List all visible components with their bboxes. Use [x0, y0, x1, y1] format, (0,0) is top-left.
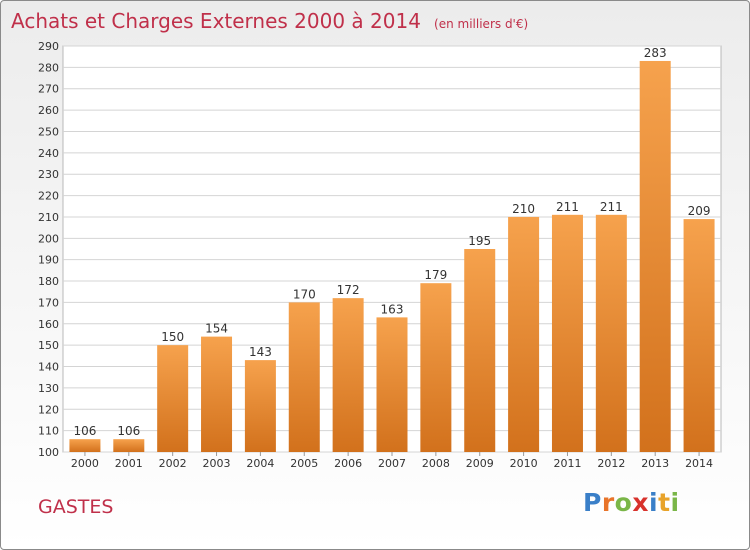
proxiti-logo[interactable]: Proxiti — [583, 488, 680, 517]
y-tick-label: 120 — [38, 403, 59, 416]
bar-2013 — [639, 60, 671, 453]
logo-letter: i — [649, 488, 659, 517]
bar-2009 — [464, 249, 496, 452]
y-tick-label: 240 — [38, 147, 59, 160]
y-tick-label: 110 — [38, 425, 59, 438]
y-tick-label: 150 — [38, 339, 59, 352]
bar-2002 — [157, 345, 189, 452]
bar-2007 — [376, 317, 408, 452]
logo-letter: o — [614, 488, 633, 517]
x-tick-label: 2011 — [553, 457, 581, 470]
x-tick-label: 2013 — [641, 457, 669, 470]
y-tick-label: 210 — [38, 211, 59, 224]
x-tick-label: 2009 — [466, 457, 494, 470]
bar-2005 — [288, 302, 320, 452]
data-label-2005: 170 — [293, 287, 316, 301]
chart-title: Achats et Charges Externes 2000 à 2014 — [11, 9, 421, 33]
y-tick-label: 270 — [38, 83, 59, 96]
bar-2003 — [201, 336, 233, 452]
data-label-2012: 211 — [600, 200, 623, 214]
x-tick-label: 2012 — [597, 457, 625, 470]
bar-2000 — [69, 439, 101, 452]
y-tick-label: 100 — [38, 446, 59, 459]
data-label-2013: 283 — [644, 46, 667, 60]
y-tick-label: 160 — [38, 318, 59, 331]
x-tick-label: 2007 — [378, 457, 406, 470]
x-tick-label: 2002 — [159, 457, 187, 470]
x-tick-label: 2006 — [334, 457, 362, 470]
x-tick-label: 2001 — [115, 457, 143, 470]
bar-2006 — [332, 298, 364, 452]
x-tick-label: 2004 — [246, 457, 274, 470]
bar-2008 — [420, 283, 452, 452]
x-tick-label: 2003 — [203, 457, 231, 470]
y-tick-label: 180 — [38, 275, 59, 288]
y-tick-label: 260 — [38, 104, 59, 117]
location-name: GASTES — [38, 496, 114, 518]
bar-2004 — [244, 360, 276, 452]
data-label-2004: 143 — [249, 345, 272, 359]
y-tick-label: 190 — [38, 254, 59, 267]
x-tick-label: 2000 — [71, 457, 99, 470]
bar-2014 — [683, 219, 715, 452]
bars — [69, 60, 715, 453]
y-tick-label: 290 — [38, 40, 59, 53]
y-tick-label: 200 — [38, 232, 59, 245]
logo-letter: i — [670, 488, 680, 517]
data-label-2003: 154 — [205, 322, 228, 336]
data-label-2010: 210 — [512, 202, 535, 216]
data-label-2006: 172 — [337, 283, 360, 297]
data-label-2001: 106 — [117, 424, 140, 438]
data-label-2011: 211 — [556, 200, 579, 214]
bar-2012 — [595, 214, 627, 452]
y-tick-label: 170 — [38, 296, 59, 309]
y-tick-label: 220 — [38, 190, 59, 203]
data-label-2000: 106 — [73, 424, 96, 438]
logo-letter: x — [632, 488, 649, 517]
data-label-2002: 150 — [161, 330, 184, 344]
y-tick-label: 250 — [38, 125, 59, 138]
x-tick-label: 2014 — [685, 457, 713, 470]
x-tick-label: 2008 — [422, 457, 450, 470]
data-label-2014: 209 — [688, 204, 711, 218]
bar-2011 — [551, 214, 583, 452]
y-tick-label: 280 — [38, 61, 59, 74]
logo-letter: r — [601, 488, 615, 517]
bar-2010 — [508, 216, 540, 452]
data-label-2009: 195 — [468, 234, 491, 248]
data-label-2007: 163 — [381, 302, 404, 316]
data-labels: 106 106 150 154 143 170 172 163 179 195 210 211 211 2… — [73, 46, 710, 438]
x-tick-label: 2010 — [510, 457, 538, 470]
chart-subtitle: (en milliers d'€) — [434, 17, 529, 31]
title-row: Achats et Charges Externes 2000 à 2014 (… — [11, 9, 528, 33]
x-tick-label: 2005 — [290, 457, 318, 470]
y-tick-label: 230 — [38, 168, 59, 181]
bar-2001 — [113, 439, 145, 452]
y-tick-label: 140 — [38, 361, 59, 374]
axis-ticks: 100 110 120 130 140 150 160 170 180 190 200 210 220 2… — [38, 40, 713, 470]
data-label-2008: 179 — [424, 268, 447, 282]
logo-letter: P — [583, 488, 602, 517]
y-tick-label: 130 — [38, 382, 59, 395]
logo-letter: t — [658, 488, 671, 517]
